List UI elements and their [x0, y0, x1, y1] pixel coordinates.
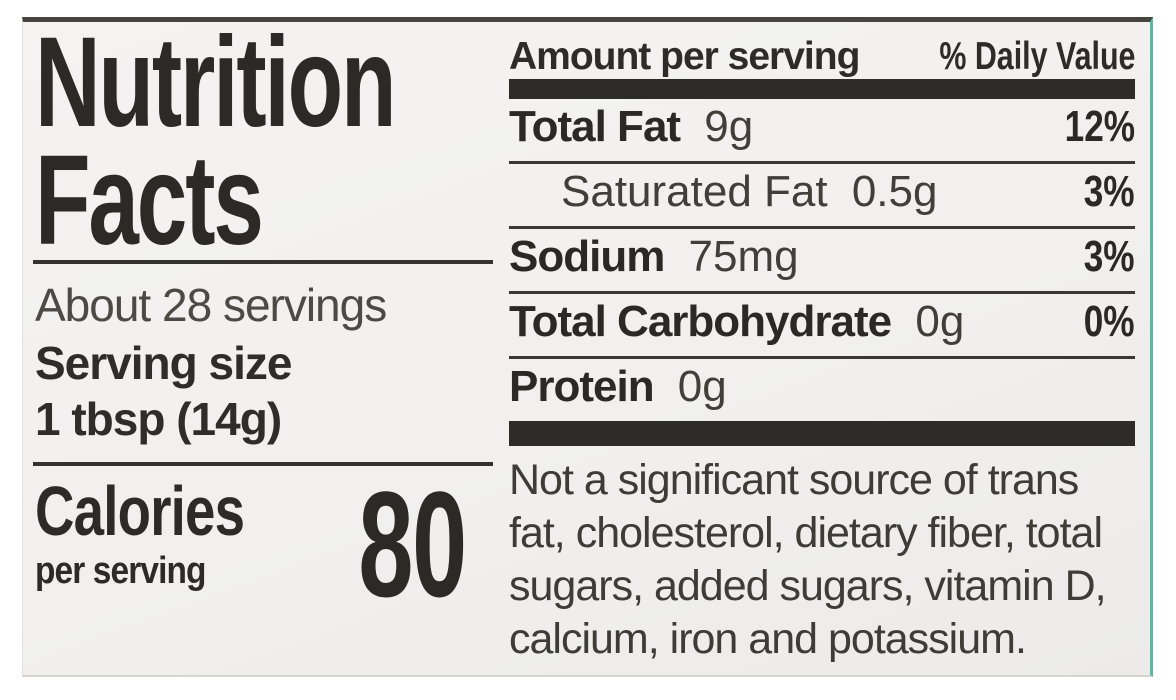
daily-value-header: % Daily Value — [938, 35, 1135, 78]
footnote-line: Not a significant source of trans — [509, 456, 1079, 504]
nutrient-amount: 0g — [665, 362, 727, 411]
title-line-nutrition: Nutrition — [35, 11, 397, 154]
nutrient-amount: 75mg — [676, 232, 799, 281]
thick-bar-bottom — [509, 421, 1135, 446]
footnote: Not a significant source of trans fat, c… — [509, 454, 1135, 666]
calories-value: 80 — [358, 460, 468, 628]
label-left-column: Nutrition Facts About 28 servings Servin… — [23, 11, 501, 675]
nutrient-daily-value: 3% — [1084, 232, 1135, 281]
nutrient-daily-value: 0% — [1084, 297, 1135, 346]
nutrient-daily-value: 12% — [1064, 102, 1135, 151]
servings-per-container: About 28 servings — [35, 279, 387, 331]
nutrient-daily-value: 3% — [1084, 167, 1135, 216]
nutrient-row-protein: Protein 0g — [509, 359, 1135, 421]
nutrient-amount: 0.5g — [839, 167, 938, 216]
amount-per-serving-header: Amount per serving — [509, 35, 860, 78]
calories-sublabel: per serving — [35, 550, 206, 592]
nutrient-row-sodium: Sodium 75mg 3% — [509, 229, 1135, 294]
nutrient-amount: 0g — [903, 297, 965, 346]
footnote-line: fat, cholesterol, dietary fiber, total — [509, 509, 1103, 557]
nutrient-name: Total Carbohydrate — [509, 297, 892, 346]
nutrient-row-saturated-fat: Saturated Fat 0.5g 3% — [509, 164, 1135, 229]
nutrient-name-and-amount: Total Fat 9g — [509, 104, 753, 150]
nutrient-name-and-amount: Saturated Fat 0.5g — [509, 169, 937, 215]
serving-size-label: Serving size — [35, 337, 292, 389]
nutrient-name-and-amount: Protein 0g — [509, 364, 727, 410]
nutrient-name: Total Fat — [509, 102, 681, 151]
label-right-column: Amount per serving % Daily Value Total F… — [501, 22, 1150, 675]
thick-bar-top — [509, 79, 1135, 99]
footnote-line: calcium, iron and potassium. — [509, 615, 1027, 663]
amounts-header-row: Amount per serving % Daily Value — [509, 22, 1135, 79]
serving-size-value: 1 tbsp (14g) — [35, 393, 282, 445]
title-line-facts: Facts — [35, 129, 264, 272]
calories-label-block: Calories per serving — [35, 472, 303, 592]
nutrient-row-total-fat: Total Fat 9g 12% — [509, 99, 1135, 164]
nutrient-name: Saturated Fat — [561, 167, 828, 216]
nutrient-name-and-amount: Total Carbohydrate 0g — [509, 299, 964, 345]
nutrient-name-and-amount: Sodium 75mg — [509, 234, 799, 280]
calories-label: Calories — [35, 472, 245, 550]
footnote-line: sugars, added sugars, vitamin D, — [509, 562, 1107, 610]
nutrient-name: Protein — [509, 362, 655, 411]
nutrition-facts-title: Nutrition Facts — [35, 11, 501, 272]
nutrient-row-total-carbohydrate: Total Carbohydrate 0g 0% — [509, 294, 1135, 359]
divider-under-title — [33, 260, 493, 264]
calories-row: Calories per serving 80 — [35, 460, 501, 628]
nutrient-amount: 9g — [692, 102, 754, 151]
divider-under-serving-size — [33, 462, 493, 466]
nutrient-name: Sodium — [509, 232, 665, 281]
nutrition-facts-label: Nutrition Facts About 28 servings Servin… — [22, 17, 1153, 677]
